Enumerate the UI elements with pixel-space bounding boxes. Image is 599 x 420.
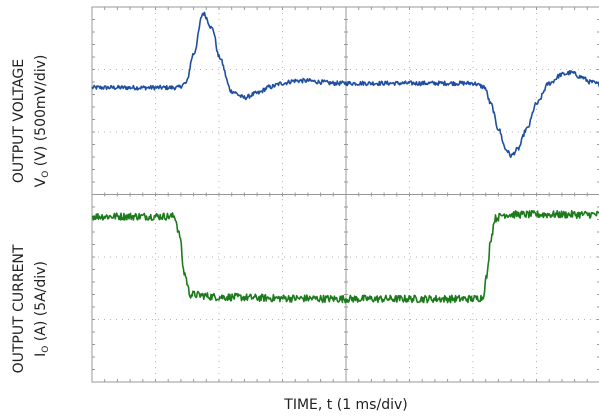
y-axis-label-voltage-line2: VO (V) (500mV/div): [33, 55, 51, 188]
voltage-symbol: V: [33, 177, 49, 187]
series-layer: [91, 11, 599, 304]
y-axis-label-current-line1: OUTPUT CURRENT: [11, 244, 27, 373]
current-subscript: O: [41, 346, 51, 353]
x-axis-label: TIME, t (1 ms/div): [283, 397, 407, 413]
series-line-current: [91, 209, 599, 304]
series-line-voltage: [91, 11, 599, 159]
voltage-subscript: O: [41, 171, 51, 178]
y-axis-label-current-line2: IO (A) (5A/div): [33, 261, 51, 357]
current-unit: (A) (5A/div): [33, 261, 49, 346]
grid: [91, 6, 599, 383]
current-symbol: I: [33, 353, 49, 357]
y-axis-label-voltage-line1: OUTPUT VOLTAGE: [11, 59, 27, 183]
voltage-unit: (V) (500mV/div): [33, 55, 49, 171]
plot-area: [91, 6, 599, 383]
